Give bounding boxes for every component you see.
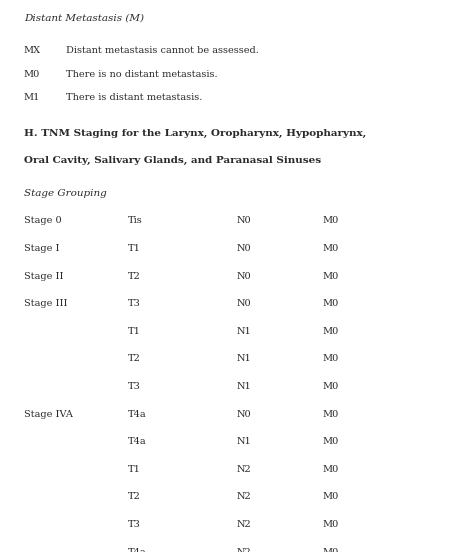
Text: T3: T3 <box>128 299 141 308</box>
Text: T2: T2 <box>128 272 141 280</box>
Text: N0: N0 <box>237 410 252 418</box>
Text: Distant metastasis cannot be assessed.: Distant metastasis cannot be assessed. <box>66 46 259 55</box>
Text: N1: N1 <box>237 327 252 336</box>
Text: M0: M0 <box>322 354 338 363</box>
Text: N0: N0 <box>237 299 252 308</box>
Text: Stage Grouping: Stage Grouping <box>24 189 107 198</box>
Text: Stage I: Stage I <box>24 244 59 253</box>
Text: M0: M0 <box>322 244 338 253</box>
Text: N0: N0 <box>237 272 252 280</box>
Text: T4a: T4a <box>128 410 146 418</box>
Text: M0: M0 <box>322 382 338 391</box>
Text: Tis: Tis <box>128 216 143 225</box>
Text: M0: M0 <box>322 410 338 418</box>
Text: M0: M0 <box>322 299 338 308</box>
Text: Stage 0: Stage 0 <box>24 216 61 225</box>
Text: H. TNM Staging for the Larynx, Oropharynx, Hypopharynx,: H. TNM Staging for the Larynx, Oropharyn… <box>24 129 366 138</box>
Text: N1: N1 <box>237 354 252 363</box>
Text: M0: M0 <box>322 272 338 280</box>
Text: M0: M0 <box>322 437 338 446</box>
Text: T1: T1 <box>128 327 141 336</box>
Text: M0: M0 <box>322 492 338 501</box>
Text: M1: M1 <box>24 93 40 102</box>
Text: M0: M0 <box>322 327 338 336</box>
Text: T4a: T4a <box>128 437 146 446</box>
Text: There is distant metastasis.: There is distant metastasis. <box>66 93 203 102</box>
Text: M0: M0 <box>322 465 338 474</box>
Text: Stage IVA: Stage IVA <box>24 410 73 418</box>
Text: N2: N2 <box>237 520 252 529</box>
Text: N0: N0 <box>237 216 252 225</box>
Text: Stage II: Stage II <box>24 272 63 280</box>
Text: N2: N2 <box>237 465 252 474</box>
Text: N0: N0 <box>237 244 252 253</box>
Text: M0: M0 <box>322 520 338 529</box>
Text: Oral Cavity, Salivary Glands, and Paranasal Sinuses: Oral Cavity, Salivary Glands, and Parana… <box>24 156 321 164</box>
Text: T2: T2 <box>128 354 141 363</box>
Text: N2: N2 <box>237 548 252 552</box>
Text: T1: T1 <box>128 465 141 474</box>
Text: M0: M0 <box>322 548 338 552</box>
Text: T1: T1 <box>128 244 141 253</box>
Text: N2: N2 <box>237 492 252 501</box>
Text: T3: T3 <box>128 382 141 391</box>
Text: N1: N1 <box>237 437 252 446</box>
Text: N1: N1 <box>237 382 252 391</box>
Text: M0: M0 <box>322 216 338 225</box>
Text: T4a: T4a <box>128 548 146 552</box>
Text: MX: MX <box>24 46 41 55</box>
Text: Distant Metastasis (M): Distant Metastasis (M) <box>24 14 144 23</box>
Text: M0: M0 <box>24 70 40 78</box>
Text: T3: T3 <box>128 520 141 529</box>
Text: Stage III: Stage III <box>24 299 67 308</box>
Text: T2: T2 <box>128 492 141 501</box>
Text: There is no distant metastasis.: There is no distant metastasis. <box>66 70 218 78</box>
